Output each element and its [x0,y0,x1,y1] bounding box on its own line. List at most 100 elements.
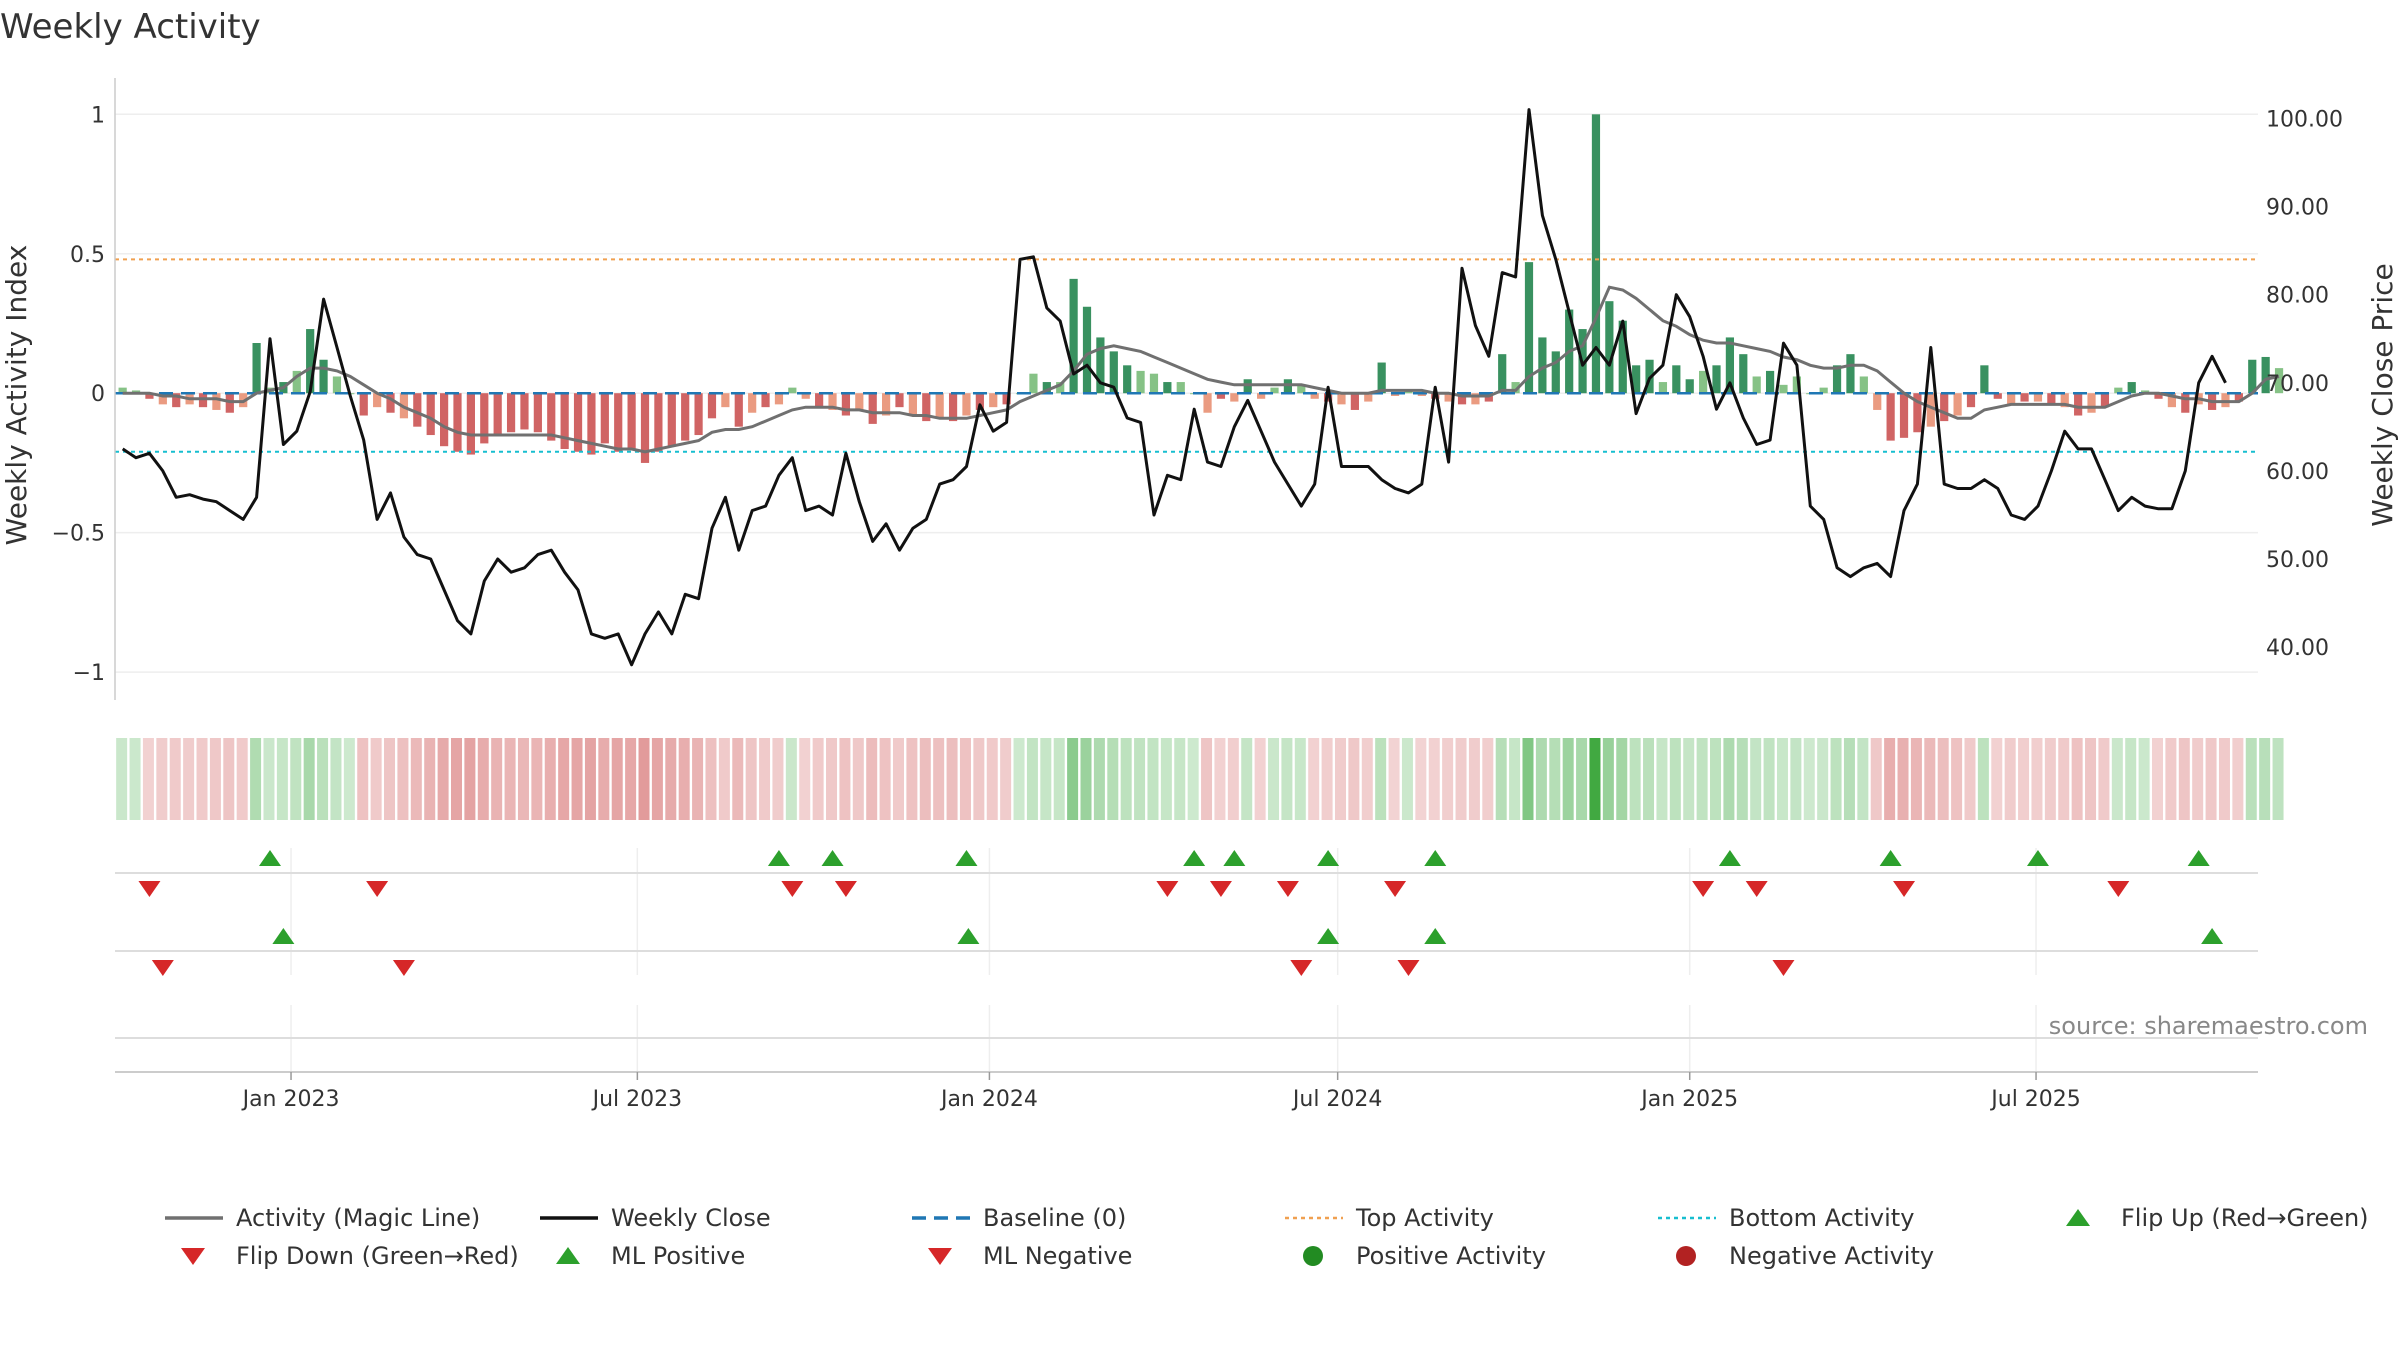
heat-strip-cell [1080,738,1092,820]
activity-bar [1712,365,1721,394]
heat-strip-cell [1736,738,1748,820]
heat-strip-cell [665,738,677,820]
heat-strip-cell [1629,738,1641,820]
flip-down-marker [1209,881,1232,897]
activity-bar [1350,393,1359,410]
activity-bar [1966,393,1976,408]
legend-up-marker [2066,1209,2090,1226]
legend-up-marker [556,1247,580,1264]
heat-strip-cell [1187,738,1199,820]
y-tick-left: 0 [91,382,105,407]
heat-strip-cell [2245,738,2257,820]
legend-item: ML Positive [556,1242,745,1270]
activity-bar [654,393,663,452]
heat-strip-cell [1308,738,1320,820]
heat-strip-cell [1201,738,1213,820]
activity-bar [1056,382,1065,394]
heat-strip-cell [1361,738,1373,820]
heat-strip-cell [1669,738,1681,820]
heat-strip-cell [826,738,838,820]
activity-bar [306,329,315,394]
legend-item: Flip Up (Red→Green) [2066,1204,2369,1232]
activity-bar [1471,393,1480,405]
heat-strip-cell [759,738,771,820]
heat-strip-cell [1026,738,1038,820]
heat-strip-cell [812,738,824,820]
activity-bar [2033,393,2043,402]
activity-bar [1417,393,1426,396]
heat-strip-cell [2232,738,2244,820]
heat-strip-cell [866,738,878,820]
heat-strip-cell [1227,738,1239,820]
flip-up-marker [2026,850,2049,866]
heat-strip-cell [410,738,422,820]
activity-bar [1337,393,1346,405]
heat-strip-cell [1455,738,1467,820]
heat-strip-cell [745,738,757,820]
y-tick-left: 1 [91,103,105,128]
activity-bar [1551,351,1560,394]
activity-bar [1819,387,1828,394]
ml-down-marker [1397,960,1420,976]
heat-strip-cell [1428,738,1440,820]
heat-strip-cell [2178,738,2190,820]
flip-up-marker [258,850,281,866]
heat-strip-cell [1535,738,1547,820]
heat-strip-cell [1616,738,1628,820]
activity-bar [774,393,784,405]
legend-label: Baseline (0) [983,1204,1126,1232]
heat-strip-cell [544,738,556,820]
y-tick-left: 0.5 [70,243,105,268]
heat-strip-cell [1897,738,1909,820]
activity-bar [386,393,395,413]
heat-strip-cell [1817,738,1829,820]
legend-label: Top Activity [1355,1204,1494,1232]
heat-strip-cell [276,738,288,820]
heat-strip-cell [571,738,583,820]
heat-strip-cell [2058,738,2070,820]
flip-down-marker [1893,881,1916,897]
activity-bar [2127,382,2136,394]
flip-up-marker [1879,850,1902,866]
flip-down-marker [781,881,804,897]
heat-strip-cell [1321,738,1333,820]
heat-strip-cell [2192,738,2204,820]
flip-down-marker [1156,881,1179,897]
activity-bar [2261,356,2270,394]
activity-bar [1270,387,1279,394]
activity-bar [600,393,609,444]
activity-bar [1859,376,1868,394]
activity-bar [1779,384,1788,394]
activity-bar [948,393,958,422]
activity-bar [547,393,556,441]
heat-strip-cell [491,738,503,820]
flip-up-marker [2187,850,2210,866]
activity-bar [788,387,797,394]
heat-strip-cell [1857,738,1869,820]
y-tick-right: 70.00 [2266,372,2329,397]
heat-strip-cell [2125,738,2137,820]
activity-bar [2114,387,2123,394]
heat-strip-cell [1254,738,1266,820]
heat-strip-cell [1375,738,1387,820]
x-tick-label: Jan 2023 [241,1087,340,1112]
heat-strip-cell [2205,738,2217,820]
heat-strip-cell [718,738,730,820]
y-tick-right: 100.00 [2266,107,2343,132]
heat-strip-cell [799,738,811,820]
heat-strip-cell [1482,738,1494,820]
activity-bar [855,393,864,410]
activity-bar [1136,370,1145,394]
heat-strip-cell [1067,738,1079,820]
heat-strip-cell [558,738,570,820]
flip-up-marker [1223,850,1246,866]
activity-bar [1163,382,1172,394]
activity-bar [2167,393,2176,408]
y-tick-left: −0.5 [52,522,105,547]
activity-bar [520,393,529,430]
activity-bar [667,393,676,447]
heat-strip-cell [1013,738,1025,820]
heat-strip-cell [1951,738,1963,820]
activity-bar [841,393,851,416]
activity-bar [1739,354,1748,394]
